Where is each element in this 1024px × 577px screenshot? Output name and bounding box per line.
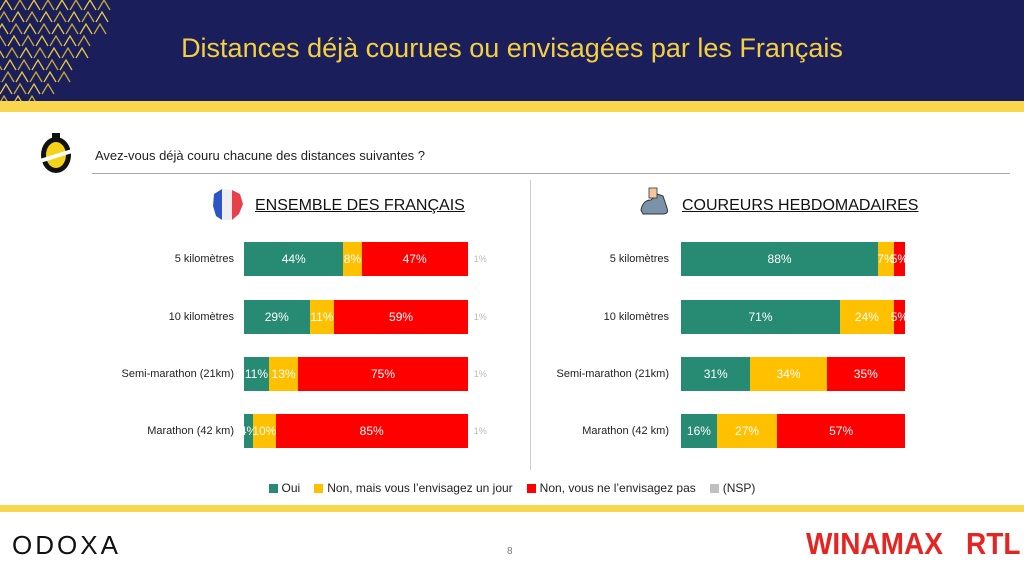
bar-segment-oui: 71% [681,300,841,334]
page-number: 8 [507,546,513,557]
bar-segment-pas: 5% [890,300,909,334]
legend-swatch-pas [526,483,536,493]
bar-segment-pas: 5% [890,242,909,276]
header-stripe [0,101,1024,112]
bar-segment-pas: 59% [334,300,468,334]
footer-stripe [0,505,1024,512]
winamax-logo: WINAMAX [806,526,943,561]
bar-segment-pas: 35% [826,357,905,391]
stacked-bar: 44% 8% 47% [244,242,468,276]
row-label: Marathon (42 km) [147,425,234,437]
data-label: 44% [281,252,306,266]
data-label: 11% [310,310,334,324]
data-label: 5% [890,252,909,266]
legend-label: Oui [281,481,301,495]
legend-item: (NSP) [709,481,756,495]
bar-segment-oui: 4% [240,414,257,448]
data-label: 10% [252,424,277,438]
header-banner: Distances déjà courues ou envisagées par… [0,0,1024,101]
data-label: 5% [890,310,909,324]
legend-item: Non, mais vous l’envisagez un jour [314,481,513,495]
row-label: Marathon (42 km) [582,425,669,437]
data-label: 35% [853,367,878,381]
row-label: 5 kilomètres [609,253,669,265]
bar-segment-envisage: 8% [343,242,362,276]
data-label: 16% [686,424,711,438]
data-label: 34% [776,367,801,381]
france-flag-map-icon [213,189,243,220]
row-label: 10 kilomètres [603,311,669,323]
panel-title-coureurs: COUREURS HEBDOMADAIRES [682,197,919,214]
legend-item: Non, vous ne l’envisagez pas [526,481,696,495]
bar-segment-oui: 11% [244,357,269,391]
data-label: 13% [271,367,296,381]
stacked-bar: 4% 10% 85% [240,414,468,448]
bar-segment-envisage: 24% [840,300,894,334]
bar-segment-oui: 88% [681,242,879,276]
bar-segment-envisage: 34% [750,357,827,391]
data-label: 71% [748,310,773,324]
bar-segment-oui: 16% [681,414,717,448]
bar-segment-oui: 29% [244,300,310,334]
row-label: Semi-marathon (21km) [556,368,669,380]
legend-label: Non, mais vous l’envisagez un jour [327,481,513,495]
bar-segment-pas: 47% [361,242,468,276]
bar-segment-pas: 85% [275,414,468,448]
data-label: 27% [735,424,760,438]
panel-title-ensemble: ENSEMBLE DES FRANÇAIS [255,197,465,214]
legend-label: (NSP) [722,481,756,495]
stacked-bar: 16% 27% 57% [681,414,905,448]
data-label: 85% [359,424,384,438]
stacked-bar: 71% 24% 5% [681,300,909,334]
data-label: 4% [239,424,258,438]
chevron-pattern [0,0,111,101]
rtl-logo: RTL [966,526,1021,561]
odoxa-emblem-icon [39,133,73,173]
data-label: 75% [370,367,395,381]
data-label: 47% [402,252,427,266]
legend-swatch-nsp [709,483,719,493]
nsp-label: 1% [473,312,487,322]
row-label: 5 kilomètres [174,253,234,265]
nsp-label: 1% [473,369,487,379]
data-label: 7% [877,252,895,266]
legend-item: Oui [268,481,301,495]
data-label: 88% [767,252,792,266]
bar-segment-envisage: 7% [877,242,895,276]
legend-label: Non, vous ne l’envisagez pas [539,481,696,495]
running-shoe-icon [640,187,668,215]
data-label: 24% [854,310,879,324]
stacked-bar: 88% 7% 5% [681,242,909,276]
bar-segment-pas: 57% [777,414,905,448]
legend-swatch-envisage [314,483,324,493]
odoxa-logo: ODOXA [12,530,121,560]
legend-swatch-oui [268,483,278,493]
stacked-bar: 31% 34% 35% [681,357,905,391]
bar-segment-envisage: 10% [252,414,277,448]
bar-segment-envisage: 11% [309,300,335,334]
divider [92,173,1010,174]
chart-legend: Oui Non, mais vous l’envisagez un jour N… [0,481,1024,495]
data-label: 59% [389,310,414,324]
bar-segment-oui: 44% [244,242,344,276]
data-label: 31% [703,367,728,381]
row-label: Semi-marathon (21km) [121,368,234,380]
data-label: 57% [829,424,854,438]
bar-segment-oui: 31% [681,357,751,391]
survey-question: Avez-vous déjà couru chacune des distanc… [95,148,426,163]
row-label: 10 kilomètres [168,311,234,323]
nsp-label: 1% [473,254,487,264]
bar-segment-envisage: 13% [268,357,299,391]
divider [530,180,531,470]
page-title: Distances déjà courues ou envisagées par… [181,33,843,63]
stacked-bar: 29% 11% 59% [244,300,468,334]
bar-segment-envisage: 27% [716,414,778,448]
nsp-label: 1% [473,426,487,436]
data-label: 11% [244,367,268,381]
data-label: 29% [264,310,289,324]
bar-segment-pas: 75% [298,357,468,391]
stacked-bar: 11% 13% 75% [244,357,468,391]
data-label: 8% [343,252,362,266]
